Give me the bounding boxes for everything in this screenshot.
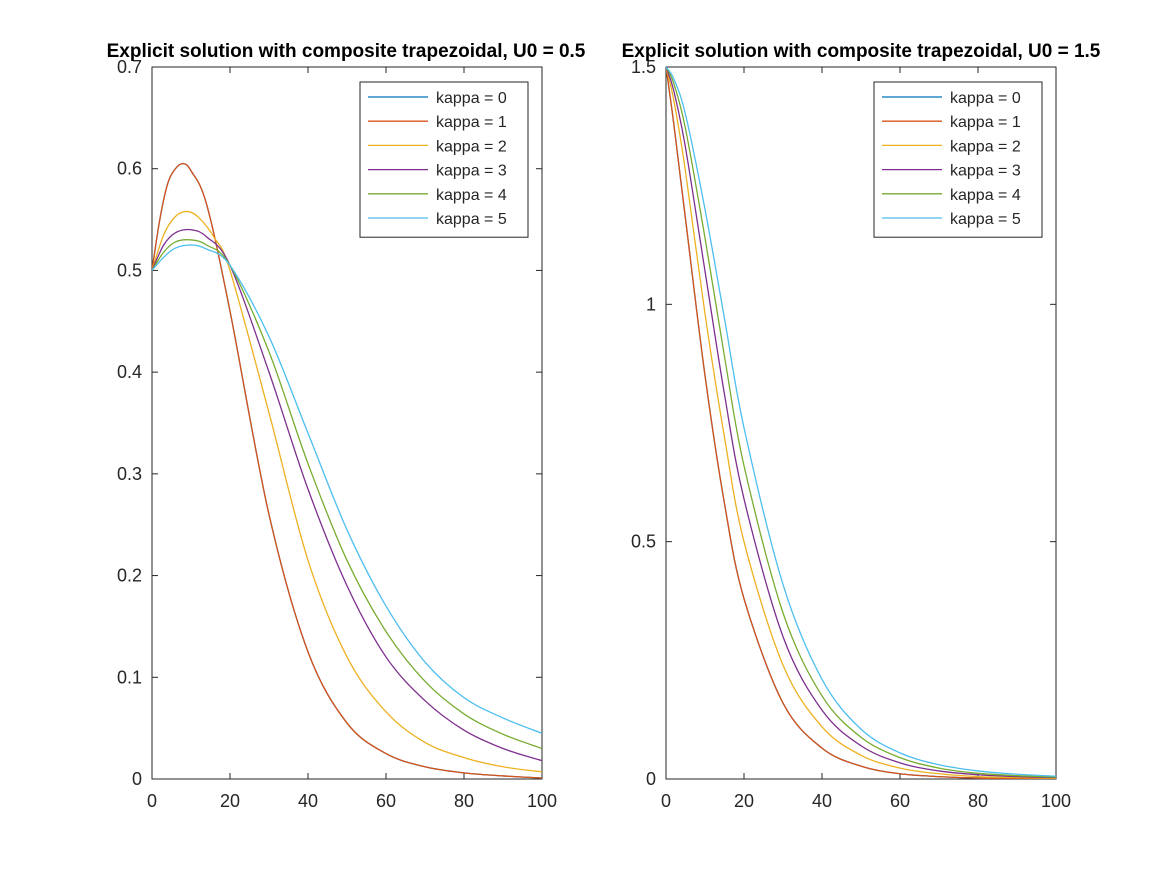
legend-label: kappa = 4 — [950, 187, 1021, 204]
x-tick-label: 40 — [298, 791, 318, 811]
legend-label: kappa = 0 — [436, 90, 507, 107]
y-tick-label: 0 — [646, 769, 656, 789]
legend: kappa = 0 kappa = 1 kappa = 2 kappa = 3 kapp… — [873, 81, 1043, 238]
legend-label: kappa = 3 — [436, 163, 507, 180]
series-line-kappa-4 — [152, 239, 542, 750]
legend-label: kappa = 0 — [950, 90, 1021, 107]
y-tick-label: 0 — [132, 769, 142, 789]
subplot-1: 0 20 40 60 80 100 0 0.1 0.2 0.3 0.4 0.5 0.6 0.7 kappa … — [117, 57, 557, 811]
legend: kappa = 0 kappa = 1 kappa = 2 kappa = 3 kapp… — [359, 81, 529, 238]
y-tick-label: 0.5 — [117, 260, 142, 280]
legend-label: kappa = 5 — [950, 211, 1021, 228]
series-line-kappa-3 — [152, 228, 542, 762]
series-line-kappa-3 — [666, 67, 1056, 779]
y-tick-label: 1 — [646, 294, 656, 314]
legend-label: kappa = 2 — [436, 138, 507, 155]
x-tick-label: 0 — [147, 791, 157, 811]
chart-title-2: Explicit solution with composite trapezo… — [622, 41, 1101, 62]
x-tick-label: 20 — [734, 791, 754, 811]
y-tick-label: 0.3 — [117, 464, 142, 484]
x-tick-label: 20 — [220, 791, 240, 811]
y-tick-label: 0.6 — [117, 159, 142, 179]
y-tick-label: 0.7 — [117, 57, 142, 77]
series-line-kappa-2 — [152, 210, 542, 773]
legend-label: kappa = 4 — [436, 187, 507, 204]
chart-title-1: Explicit solution with composite trapezo… — [107, 41, 586, 62]
x-tick-label: 60 — [376, 791, 396, 811]
axes-box — [151, 66, 543, 780]
y-tick-label: 0.2 — [117, 566, 142, 586]
series-line-kappa-5 — [152, 244, 542, 734]
legend-label: kappa = 3 — [950, 163, 1021, 180]
x-tick-label: 40 — [812, 791, 832, 811]
x-tick-label: 100 — [527, 791, 557, 811]
legend-label: kappa = 1 — [436, 114, 507, 131]
series-line-kappa-2 — [666, 67, 1056, 779]
series-line-kappa-1 — [152, 162, 542, 779]
legend-label: kappa = 2 — [950, 138, 1021, 155]
y-tick-label: 0.1 — [117, 667, 142, 687]
series-line-kappa-4 — [666, 67, 1056, 778]
y-tick-label: 1.5 — [631, 57, 656, 77]
x-tick-label: 80 — [454, 791, 474, 811]
x-tick-label: 80 — [968, 791, 988, 811]
y-tick-label: 0.5 — [631, 532, 656, 552]
legend-label: kappa = 5 — [436, 211, 507, 228]
series-line-kappa-5 — [666, 67, 1056, 777]
legend-box — [359, 81, 529, 238]
x-tick-label: 0 — [661, 791, 671, 811]
axes-box — [665, 66, 1057, 780]
x-tick-label: 60 — [890, 791, 910, 811]
legend-label: kappa = 1 — [950, 114, 1021, 131]
x-tick-label: 100 — [1041, 791, 1071, 811]
y-tick-label: 0.4 — [117, 362, 142, 382]
series-line-kappa-1 — [666, 67, 1056, 779]
legend-box — [873, 81, 1043, 238]
